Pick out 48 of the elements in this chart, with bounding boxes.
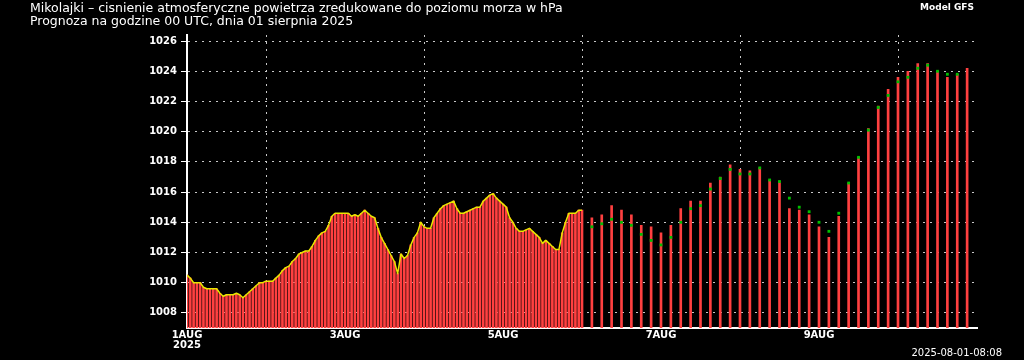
point: [758, 166, 762, 170]
point: [649, 238, 653, 242]
point: [797, 205, 801, 209]
text: 2025-08-01-08:08: [911, 347, 1002, 358]
point: [590, 225, 594, 229]
point: [778, 180, 781, 183]
text: Model GFS: [920, 2, 974, 12]
point: [936, 69, 939, 73]
y-tick-label: 1024: [149, 64, 178, 76]
point: [906, 75, 910, 79]
x-tick-label: 7AUG: [645, 328, 677, 340]
point: [926, 63, 930, 67]
y-tick-label: 1018: [149, 155, 178, 167]
point: [837, 211, 841, 215]
y-tick-label: 1010: [149, 276, 178, 288]
y-tick-label: 1022: [149, 95, 178, 107]
y-tick-label: 1008: [149, 306, 178, 318]
point: [629, 223, 633, 227]
point: [857, 155, 860, 159]
point: [679, 220, 683, 224]
y-tick-label: 1016: [149, 185, 178, 197]
point: [699, 204, 702, 208]
x-tick-label: 1AUG 2025: [171, 328, 203, 350]
y-tick-label: 1014: [149, 215, 178, 227]
y-tick-label: 1012: [149, 246, 178, 258]
point: [807, 210, 811, 214]
point: [787, 196, 791, 200]
point: [689, 207, 693, 211]
point: [610, 217, 614, 221]
point: [876, 106, 880, 109]
x-tick-label: 5AUG: [487, 328, 519, 340]
point: [728, 168, 732, 171]
chart-title: Mikolajki – cisnienie atmosferyczne powietrza zredukowane do poziomu morza w hPa: [30, 0, 563, 15]
y-tick-label: 1026: [149, 34, 178, 46]
point: [718, 177, 722, 180]
point: [955, 72, 959, 76]
point: [669, 235, 673, 239]
point: [639, 232, 643, 236]
x-tick-label: 9AUG: [803, 328, 835, 340]
point: [600, 222, 604, 226]
point: [620, 220, 623, 224]
point: [866, 128, 870, 132]
point: [827, 229, 831, 233]
point: [945, 72, 949, 76]
point: [916, 66, 920, 70]
point: [886, 94, 890, 97]
y-tick-label: 1020: [149, 125, 178, 137]
x-tick-label: 3AUG: [329, 328, 361, 340]
